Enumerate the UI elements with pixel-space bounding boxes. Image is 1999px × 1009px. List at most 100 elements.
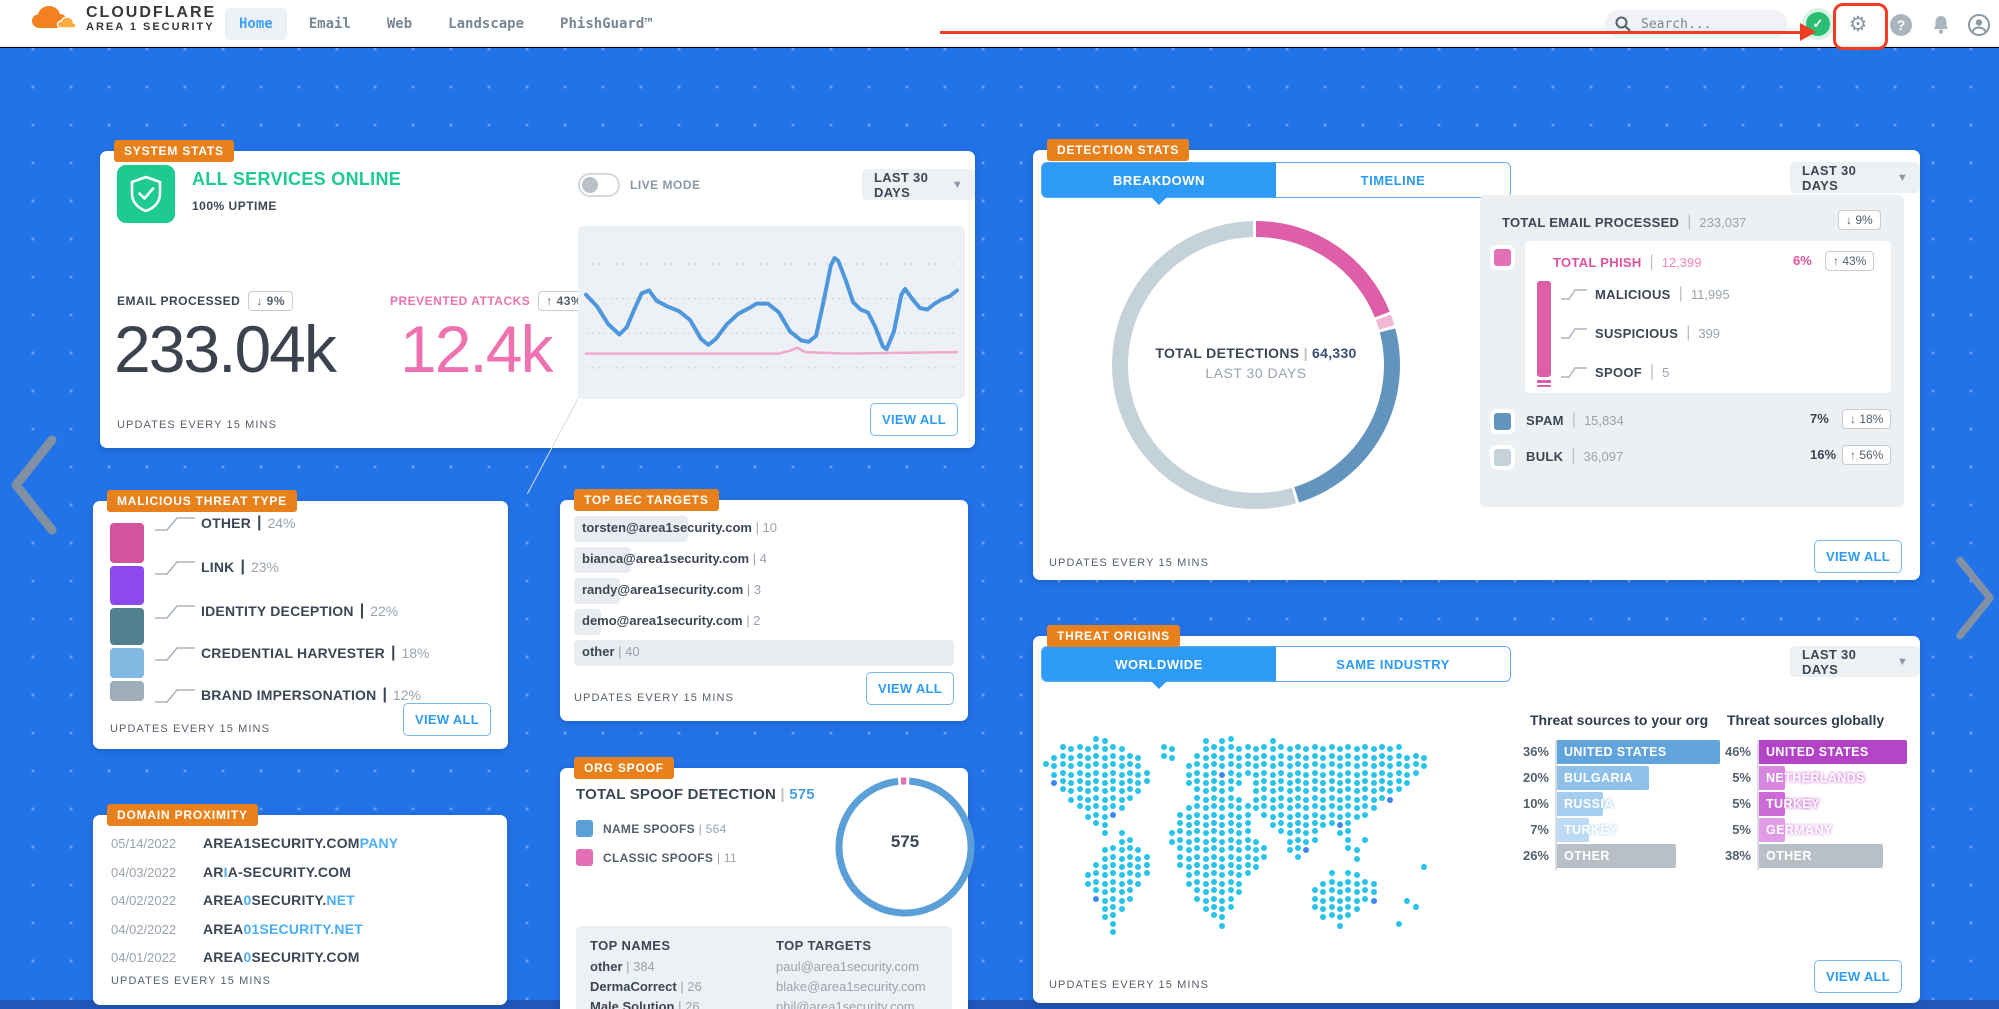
system-view-all-button[interactable]: VIEW ALL bbox=[870, 403, 958, 436]
map-dot bbox=[1379, 769, 1385, 776]
map-dot bbox=[1379, 786, 1385, 793]
map-dot bbox=[1395, 752, 1402, 759]
map-dot bbox=[1227, 778, 1234, 784]
nav-tab-email[interactable]: Email bbox=[308, 15, 351, 32]
map-dot bbox=[1345, 870, 1352, 877]
nav-tab-phishguard[interactable]: PhishGuard™ bbox=[560, 15, 653, 32]
tab-timeline[interactable]: TIMELINE bbox=[1276, 163, 1510, 197]
domain-row[interactable]: 04/03/2022 ARIA-SECURITY.COM bbox=[111, 864, 351, 880]
detection-breakdown-panel: TOTAL EMAIL PROCESSED | 233,037 ↓ 9% TOTA… bbox=[1480, 195, 1904, 507]
bec-target-row[interactable]: randy@area1security.com | 3 bbox=[574, 578, 954, 604]
map-dot bbox=[1227, 895, 1234, 902]
map-dot bbox=[1219, 796, 1226, 803]
detection-range-dropdown[interactable]: LAST 30 DAYS ▼ bbox=[1790, 162, 1920, 193]
map-dot bbox=[1261, 794, 1268, 801]
top-names-title: TOP NAMES bbox=[590, 938, 671, 953]
map-dot bbox=[1269, 788, 1276, 795]
search-input[interactable] bbox=[1639, 15, 1769, 33]
map-dot bbox=[1328, 820, 1335, 826]
map-dot bbox=[1177, 820, 1184, 826]
nav-tab-landscape[interactable]: Landscape bbox=[448, 15, 525, 32]
bec-view-all-button[interactable]: VIEW ALL bbox=[866, 672, 954, 705]
map-dot bbox=[1253, 746, 1259, 753]
map-dot bbox=[1278, 761, 1285, 768]
source-bar-row: UNITED STATES bbox=[1557, 740, 1720, 764]
map-dot bbox=[1194, 887, 1201, 894]
map-dot bbox=[1227, 736, 1234, 742]
bec-target-row[interactable]: bianca@area1security.com | 4 bbox=[574, 547, 954, 573]
updates-text: UPDATES EVERY 15 MINS bbox=[117, 419, 278, 431]
map-dot bbox=[1269, 771, 1276, 778]
tab-sameindustry[interactable]: SAME INDUSTRY bbox=[1276, 647, 1510, 681]
domain-row[interactable]: 04/01/2022 AREA0SECURITY.COM bbox=[111, 949, 360, 965]
map-dot bbox=[1127, 752, 1133, 759]
map-dot bbox=[1202, 763, 1209, 770]
tab-breakdown[interactable]: BREAKDOWN bbox=[1042, 163, 1276, 205]
bec-target-row[interactable]: torsten@area1security.com | 10 bbox=[574, 516, 954, 542]
domain-row[interactable]: 04/02/2022 AREA0SECURITY.NET bbox=[111, 892, 355, 908]
map-dot bbox=[1311, 752, 1318, 759]
nav-tab-web[interactable]: Web bbox=[386, 15, 413, 32]
map-dot bbox=[1118, 788, 1125, 795]
map-dot bbox=[1194, 870, 1201, 877]
cloudflare-brand[interactable]: CLOUDFLARE AREA 1 SECURITY bbox=[30, 4, 216, 34]
source-bar: TURKEY bbox=[1557, 818, 1617, 842]
domain-name: AREA0SECURITY.COM bbox=[203, 949, 360, 965]
map-dot bbox=[1118, 872, 1125, 879]
map-dot bbox=[1328, 803, 1335, 810]
map-dot bbox=[1177, 828, 1184, 835]
carousel-prev-chevron[interactable] bbox=[4, 430, 64, 540]
settings-gear-icon[interactable]: ⚙ bbox=[1848, 13, 1868, 36]
map-dot bbox=[1135, 872, 1142, 879]
map-dot bbox=[1143, 853, 1150, 860]
threat-type-view-all-button[interactable]: VIEW ALL bbox=[403, 703, 491, 736]
carousel-next-chevron[interactable] bbox=[1950, 548, 1999, 648]
system-range-dropdown[interactable]: LAST 30 DAYS ▼ bbox=[862, 169, 975, 200]
map-dot bbox=[1353, 906, 1360, 912]
map-dot bbox=[1118, 847, 1125, 854]
account-avatar-icon[interactable] bbox=[1968, 14, 1990, 36]
map-dot bbox=[1093, 820, 1100, 826]
map-dot bbox=[1421, 754, 1427, 761]
source-bar: OTHER bbox=[1557, 844, 1677, 868]
map-dot bbox=[1076, 752, 1083, 759]
map-dot bbox=[1311, 761, 1318, 768]
source-pct: 10% bbox=[1522, 796, 1549, 811]
map-dot bbox=[1110, 912, 1117, 919]
map-dot bbox=[1219, 906, 1226, 912]
map-dot bbox=[1295, 794, 1301, 801]
map-dot bbox=[1059, 744, 1066, 751]
phish-child-row: SUSPICIOUS | 399 bbox=[1561, 324, 1720, 342]
map-dot bbox=[1362, 836, 1369, 843]
detection-view-all-button[interactable]: VIEW ALL bbox=[1814, 540, 1902, 573]
domain-row[interactable]: 05/14/2022 AREA1SECURITY.COMPANY bbox=[111, 835, 398, 851]
map-dot bbox=[1202, 906, 1209, 912]
nav-tab-home[interactable]: Home bbox=[225, 7, 287, 40]
source-bar-row: UNITED STATES bbox=[1759, 740, 1907, 764]
phish-child-label: MALICIOUS bbox=[1595, 286, 1671, 302]
bec-target-row[interactable]: other | 40 bbox=[574, 640, 954, 666]
category-share: 16% bbox=[1810, 447, 1837, 462]
map-dot bbox=[1404, 771, 1411, 778]
map-dot bbox=[1085, 813, 1091, 820]
notifications-bell-icon[interactable] bbox=[1930, 14, 1952, 36]
bec-target-name: other bbox=[582, 644, 615, 659]
map-dot bbox=[1295, 761, 1301, 768]
live-mode-toggle[interactable] bbox=[578, 173, 620, 197]
tab-worldwide[interactable]: WORLDWIDE bbox=[1042, 647, 1276, 689]
origins-range-dropdown[interactable]: LAST 30 DAYS ▼ bbox=[1790, 646, 1920, 677]
org-sources-title: Threat sources to your org bbox=[1530, 712, 1709, 728]
map-dot bbox=[1261, 769, 1268, 776]
bec-badge: TOP BEC TARGETS bbox=[574, 489, 719, 511]
help-icon[interactable]: ? bbox=[1890, 14, 1912, 36]
origins-view-all-button[interactable]: VIEW ALL bbox=[1814, 960, 1902, 993]
map-dot bbox=[1085, 754, 1091, 761]
domain-row[interactable]: 04/02/2022 AREA01SECURITY.NET bbox=[111, 921, 363, 937]
search-icon bbox=[1615, 16, 1631, 32]
bec-target-row[interactable]: demo@area1security.com | 2 bbox=[574, 609, 954, 635]
map-dot bbox=[1311, 803, 1318, 810]
map-dot bbox=[1286, 805, 1293, 812]
map-dot bbox=[1093, 769, 1100, 776]
map-dot bbox=[1110, 786, 1117, 793]
map-dot bbox=[1261, 752, 1268, 759]
